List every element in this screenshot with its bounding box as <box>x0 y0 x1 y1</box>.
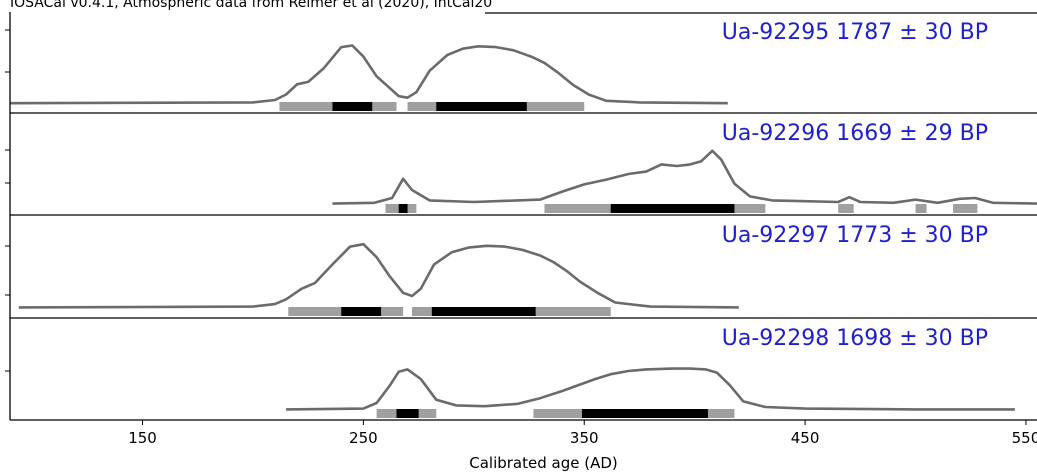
hpd68-bar <box>582 409 708 418</box>
x-tick-label: 150 <box>128 429 157 447</box>
hpd95-bar <box>915 204 927 213</box>
panel-Ua-92295: Ua-92295 1787 ± 30 BP <box>5 12 1037 114</box>
series-label: Ua-92295 1787 ± 30 BP <box>722 20 988 45</box>
x-tick-label: 250 <box>349 429 378 447</box>
hpd95-bar <box>838 204 854 213</box>
probability-curve <box>286 367 1015 411</box>
x-axis-label: Calibrated age (AD) <box>469 454 618 472</box>
series-label: Ua-92296 1669 ± 29 BP <box>722 121 988 146</box>
hpd68-bar <box>396 409 419 418</box>
hpd68-bar <box>610 204 735 213</box>
hpd68-bar <box>431 307 536 316</box>
chart-header: IOSACal v0.4.1, Atmospheric data from Re… <box>10 0 493 11</box>
x-tick-label: 450 <box>791 429 820 447</box>
probability-curve <box>9 44 728 105</box>
panel-Ua-92296: Ua-92296 1669 ± 29 BP <box>5 113 1037 216</box>
hpd68-bar <box>436 102 527 111</box>
x-axis: 150 250 350 450 550 <box>128 420 1037 447</box>
probability-curve <box>332 149 1037 205</box>
hpd68-bar <box>341 307 382 316</box>
hpd68-bar <box>398 204 408 213</box>
hpd95-bar <box>953 204 978 213</box>
panel-Ua-92297: Ua-92297 1773 ± 30 BP <box>5 215 1037 319</box>
series-label: Ua-92298 1698 ± 30 BP <box>722 326 988 351</box>
x-tick-label: 350 <box>570 429 599 447</box>
series-label: Ua-92297 1773 ± 30 BP <box>722 223 988 248</box>
panel-Ua-92298: Ua-92298 1698 ± 30 BP <box>5 318 1037 421</box>
hpd68-bar <box>332 102 373 111</box>
probability-curve <box>18 242 739 309</box>
x-tick-label: 550 <box>1012 429 1037 447</box>
panels: Ua-92295 1787 ± 30 BP Ua-92296 1669 ± 29 … <box>5 12 1037 421</box>
